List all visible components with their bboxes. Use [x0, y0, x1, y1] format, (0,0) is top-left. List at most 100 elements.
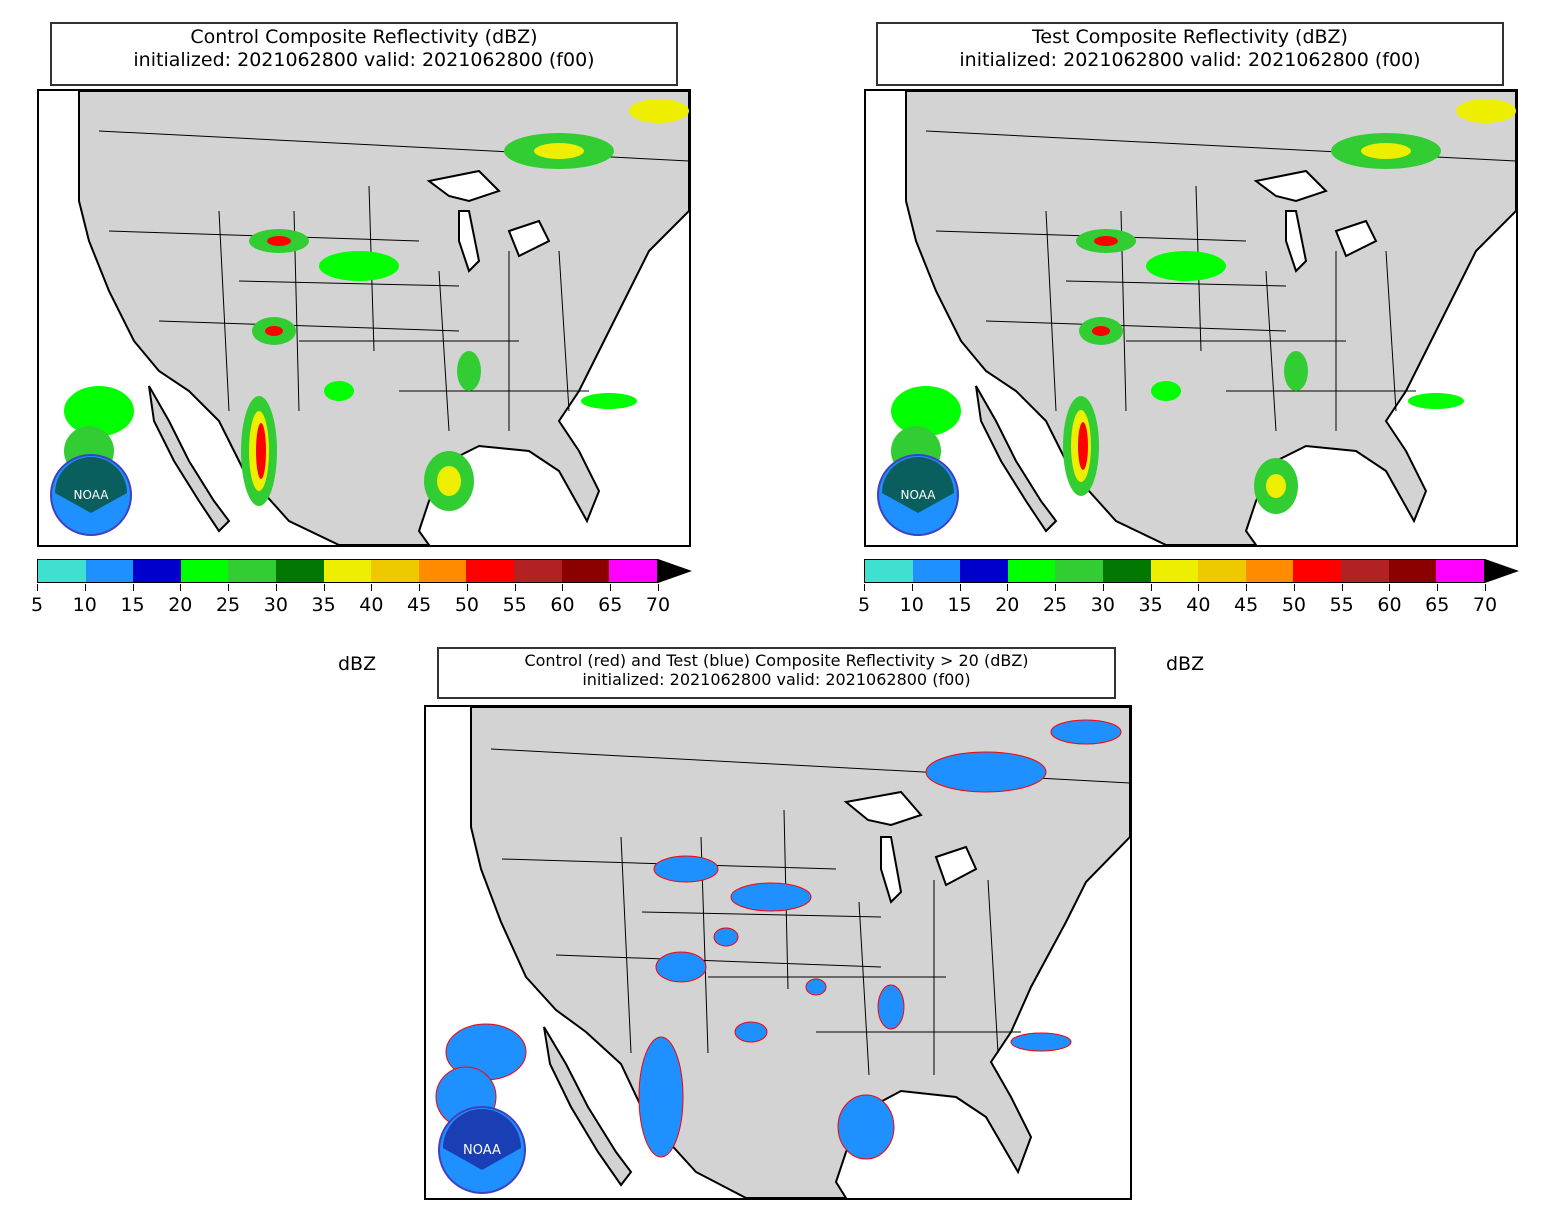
control-colorbar-extend-arrow	[658, 559, 692, 583]
colorbar-segment	[609, 560, 657, 582]
colorbar-tick-label: 50	[454, 594, 480, 616]
test-title-box: Test Composite Reflectivity (dBZ) initia…	[876, 22, 1504, 86]
colorbar-segment	[133, 560, 181, 582]
colorbar-tick	[1007, 584, 1009, 591]
colorbar-tick	[1485, 584, 1486, 591]
test-colorbar-ticks: 5 10 15 20 25 30 35 40 45 50 55 60 65 70	[858, 584, 1497, 616]
colorbar-tick	[180, 584, 182, 591]
colorbar-tick-label: 65	[1425, 594, 1450, 616]
colorbar-tick	[132, 584, 134, 591]
colorbar-tick	[37, 584, 38, 591]
test-colorbar	[864, 559, 1485, 583]
colorbar-tick	[1198, 584, 1200, 591]
colorbar-segment	[514, 560, 562, 582]
diff-title-line2: initialized: 2021062800 valid: 202106280…	[582, 670, 971, 689]
colorbar-segment	[1055, 560, 1104, 582]
colorbar-segment	[1293, 560, 1342, 582]
colorbar-tick	[371, 584, 373, 591]
colorbar-tick	[275, 584, 277, 591]
test-map-canvas	[891, 91, 1516, 545]
colorbar-tick-label: 25	[1042, 594, 1068, 616]
noaa-logo-text: NOAA	[463, 1143, 501, 1158]
colorbar-tick-label: 70	[1472, 594, 1498, 616]
great-lakes	[1253, 169, 1378, 273]
colorbar-tick	[1341, 584, 1343, 591]
colorbar-tick-label: 40	[1186, 594, 1211, 616]
colorbar-tick-label: 30	[1090, 594, 1115, 616]
test-colorbar-extend-arrow	[1485, 559, 1519, 583]
colorbar-tick	[84, 584, 86, 591]
colorbar-segment	[85, 560, 134, 582]
colorbar-tick-label: 5	[857, 594, 871, 616]
colorbar-tick-label: 15	[947, 594, 972, 616]
colorbar-tick-label: 10	[899, 594, 924, 616]
baja-california	[975, 385, 1058, 533]
test-colorbar-label: dBZ	[1166, 653, 1205, 675]
colorbar-tick	[911, 584, 913, 591]
colorbar-tick	[514, 584, 516, 591]
reflectivity-echoes	[891, 99, 1516, 514]
colorbar-segment	[180, 560, 229, 582]
colorbar-segment	[38, 560, 86, 582]
colorbar-tick	[1293, 584, 1295, 591]
control-title-line1: Control Composite Reflectivity (dBZ)	[190, 26, 538, 48]
colorbar-segment	[1150, 560, 1199, 582]
diff-title-box: Control (red) and Test (blue) Composite …	[437, 647, 1116, 699]
colorbar-tick	[864, 584, 865, 591]
colorbar-tick-label: 30	[263, 594, 288, 616]
control-colorbar	[37, 559, 658, 583]
colorbar-segment	[1198, 560, 1246, 582]
colorbar-tick-label: 20	[168, 594, 193, 616]
test-title-line2: initialized: 2021062800 valid: 202106280…	[959, 49, 1421, 71]
colorbar-tick-label: 60	[550, 594, 575, 616]
colorbar-segment	[371, 560, 419, 582]
colorbar-segment	[466, 560, 515, 582]
colorbar-tick	[1246, 584, 1248, 591]
colorbar-tick	[959, 584, 961, 591]
noaa-logo: NOAA	[428, 1105, 536, 1195]
colorbar-tick	[323, 584, 325, 591]
colorbar-tick	[466, 584, 468, 591]
colorbar-segment	[960, 560, 1008, 582]
colorbar-segment	[323, 560, 372, 582]
control-title-box: Control Composite Reflectivity (dBZ) ini…	[50, 22, 678, 86]
colorbar-tick-label: 15	[120, 594, 145, 616]
colorbar-tick-label: 25	[215, 594, 241, 616]
control-colorbar-label: dBZ	[338, 653, 377, 675]
colorbar-segment	[912, 560, 961, 582]
diff-title-line1: Control (red) and Test (blue) Composite …	[524, 651, 1029, 670]
colorbar-tick-label: 45	[407, 594, 432, 616]
colorbar-tick	[1150, 584, 1152, 591]
colorbar-tick-label: 5	[30, 594, 44, 616]
colorbar-tick-label: 55	[1329, 594, 1354, 616]
colorbar-tick	[562, 584, 564, 591]
colorbar-tick	[419, 584, 421, 591]
reflectivity-exceedance	[435, 719, 1122, 1160]
control-colorbar-ticks: 5 10 15 20 25 30 35 40 45 50 55 60 65 70	[31, 584, 670, 616]
diff-map: NOAA	[424, 705, 1132, 1200]
colorbar-tick	[1102, 584, 1104, 591]
colorbar-tick-label: 65	[598, 594, 623, 616]
colorbar-segment	[1341, 560, 1389, 582]
state-borders	[490, 748, 1130, 1076]
colorbar-tick-label: 60	[1377, 594, 1402, 616]
colorbar-segment	[418, 560, 467, 582]
control-title-line2: initialized: 2021062800 valid: 202106280…	[133, 49, 595, 71]
noaa-logo: NOAA	[41, 453, 141, 537]
colorbar-tick	[658, 584, 659, 591]
diff-map-canvas	[435, 707, 1130, 1198]
baja-california	[148, 385, 231, 533]
great-lakes	[426, 169, 551, 273]
colorbar-segment	[561, 560, 610, 582]
reflectivity-echoes	[64, 99, 689, 511]
control-map: NOAA	[37, 89, 691, 547]
control-map-canvas	[64, 91, 689, 545]
baja-california	[543, 1026, 633, 1187]
colorbar-tick	[1437, 584, 1439, 591]
colorbar-tick	[610, 584, 612, 591]
colorbar-tick-label: 40	[359, 594, 384, 616]
colorbar-tick-label: 35	[1138, 594, 1163, 616]
colorbar-tick-label: 10	[72, 594, 97, 616]
colorbar-segment	[865, 560, 913, 582]
test-title-line1: Test Composite Reflectivity (dBZ)	[1032, 26, 1348, 48]
